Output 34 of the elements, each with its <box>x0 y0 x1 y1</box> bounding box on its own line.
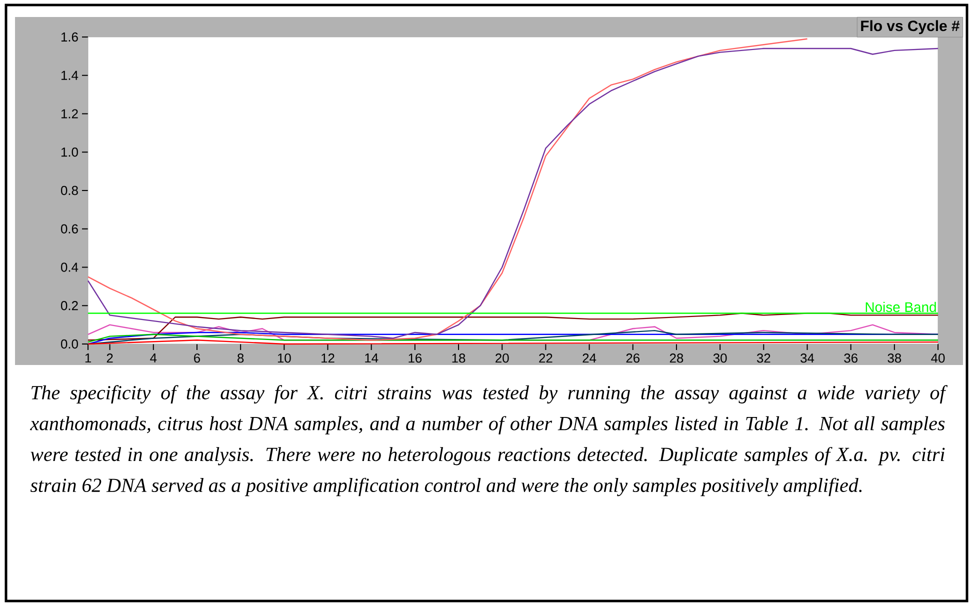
x-tick-label: 8 <box>238 354 244 363</box>
text: The specificity of the assay for X. citri strains was tested by running the assay against a wide variety of xanthomonads, citrus host DNA samples, and a number of other DNA samples listed in Table 1. Not all samples were tested in one analysis. There were no heterologous reactions detected. Duplicate samples of X.a. pv. citri strain 62 DNA served as a positive amplification control and were the only samples positively amplified. <box>30 385 948 496</box>
y-tick-label: 0.2 <box>60 301 78 310</box>
x-tick-label: 38 <box>888 354 902 363</box>
x-tick-label: 18 <box>452 354 466 363</box>
x-tick-label: 24 <box>582 354 596 363</box>
line-series <box>87 48 939 339</box>
x-tick-label: 12 <box>322 354 334 363</box>
y-tick-label: 0.6 <box>60 224 78 234</box>
x-tick-label: 40 <box>931 354 945 363</box>
x-tick-label: 10 <box>278 354 291 363</box>
chart-title: Flo vs Cycle # <box>861 20 960 34</box>
x-tick-label: 14 <box>365 354 378 362</box>
x-tick-label: 22 <box>539 354 552 363</box>
y-tick-label: 0.4 <box>60 262 78 272</box>
y-tick-label: 1.6 <box>61 32 78 42</box>
x-tick-label: 4 <box>150 354 157 362</box>
y-tick-label: 1.0 <box>61 148 78 157</box>
ref-line-label: Noise Band <box>866 302 936 312</box>
x-tick-label: 36 <box>844 354 858 363</box>
x-tick-label: 20 <box>496 354 509 363</box>
x-tick-label: 16 <box>408 354 422 363</box>
x-tick-label: 26 <box>626 354 640 363</box>
x-tick-label: 34 <box>800 354 814 363</box>
x-tick-label: 32 <box>756 354 770 363</box>
y-tick-label: 1.2 <box>61 109 78 118</box>
x-tick-label: 6 <box>194 354 200 363</box>
x-tick-label: 2 <box>106 354 113 363</box>
x-tick-label: 1 <box>85 354 91 362</box>
y-tick-label: 0.0 <box>60 339 78 349</box>
y-tick-label: 0.8 <box>60 186 78 196</box>
x-tick-label: 28 <box>670 354 684 363</box>
y-tick-label: 1.4 <box>61 70 78 80</box>
x-tick-label: 30 <box>713 354 727 363</box>
